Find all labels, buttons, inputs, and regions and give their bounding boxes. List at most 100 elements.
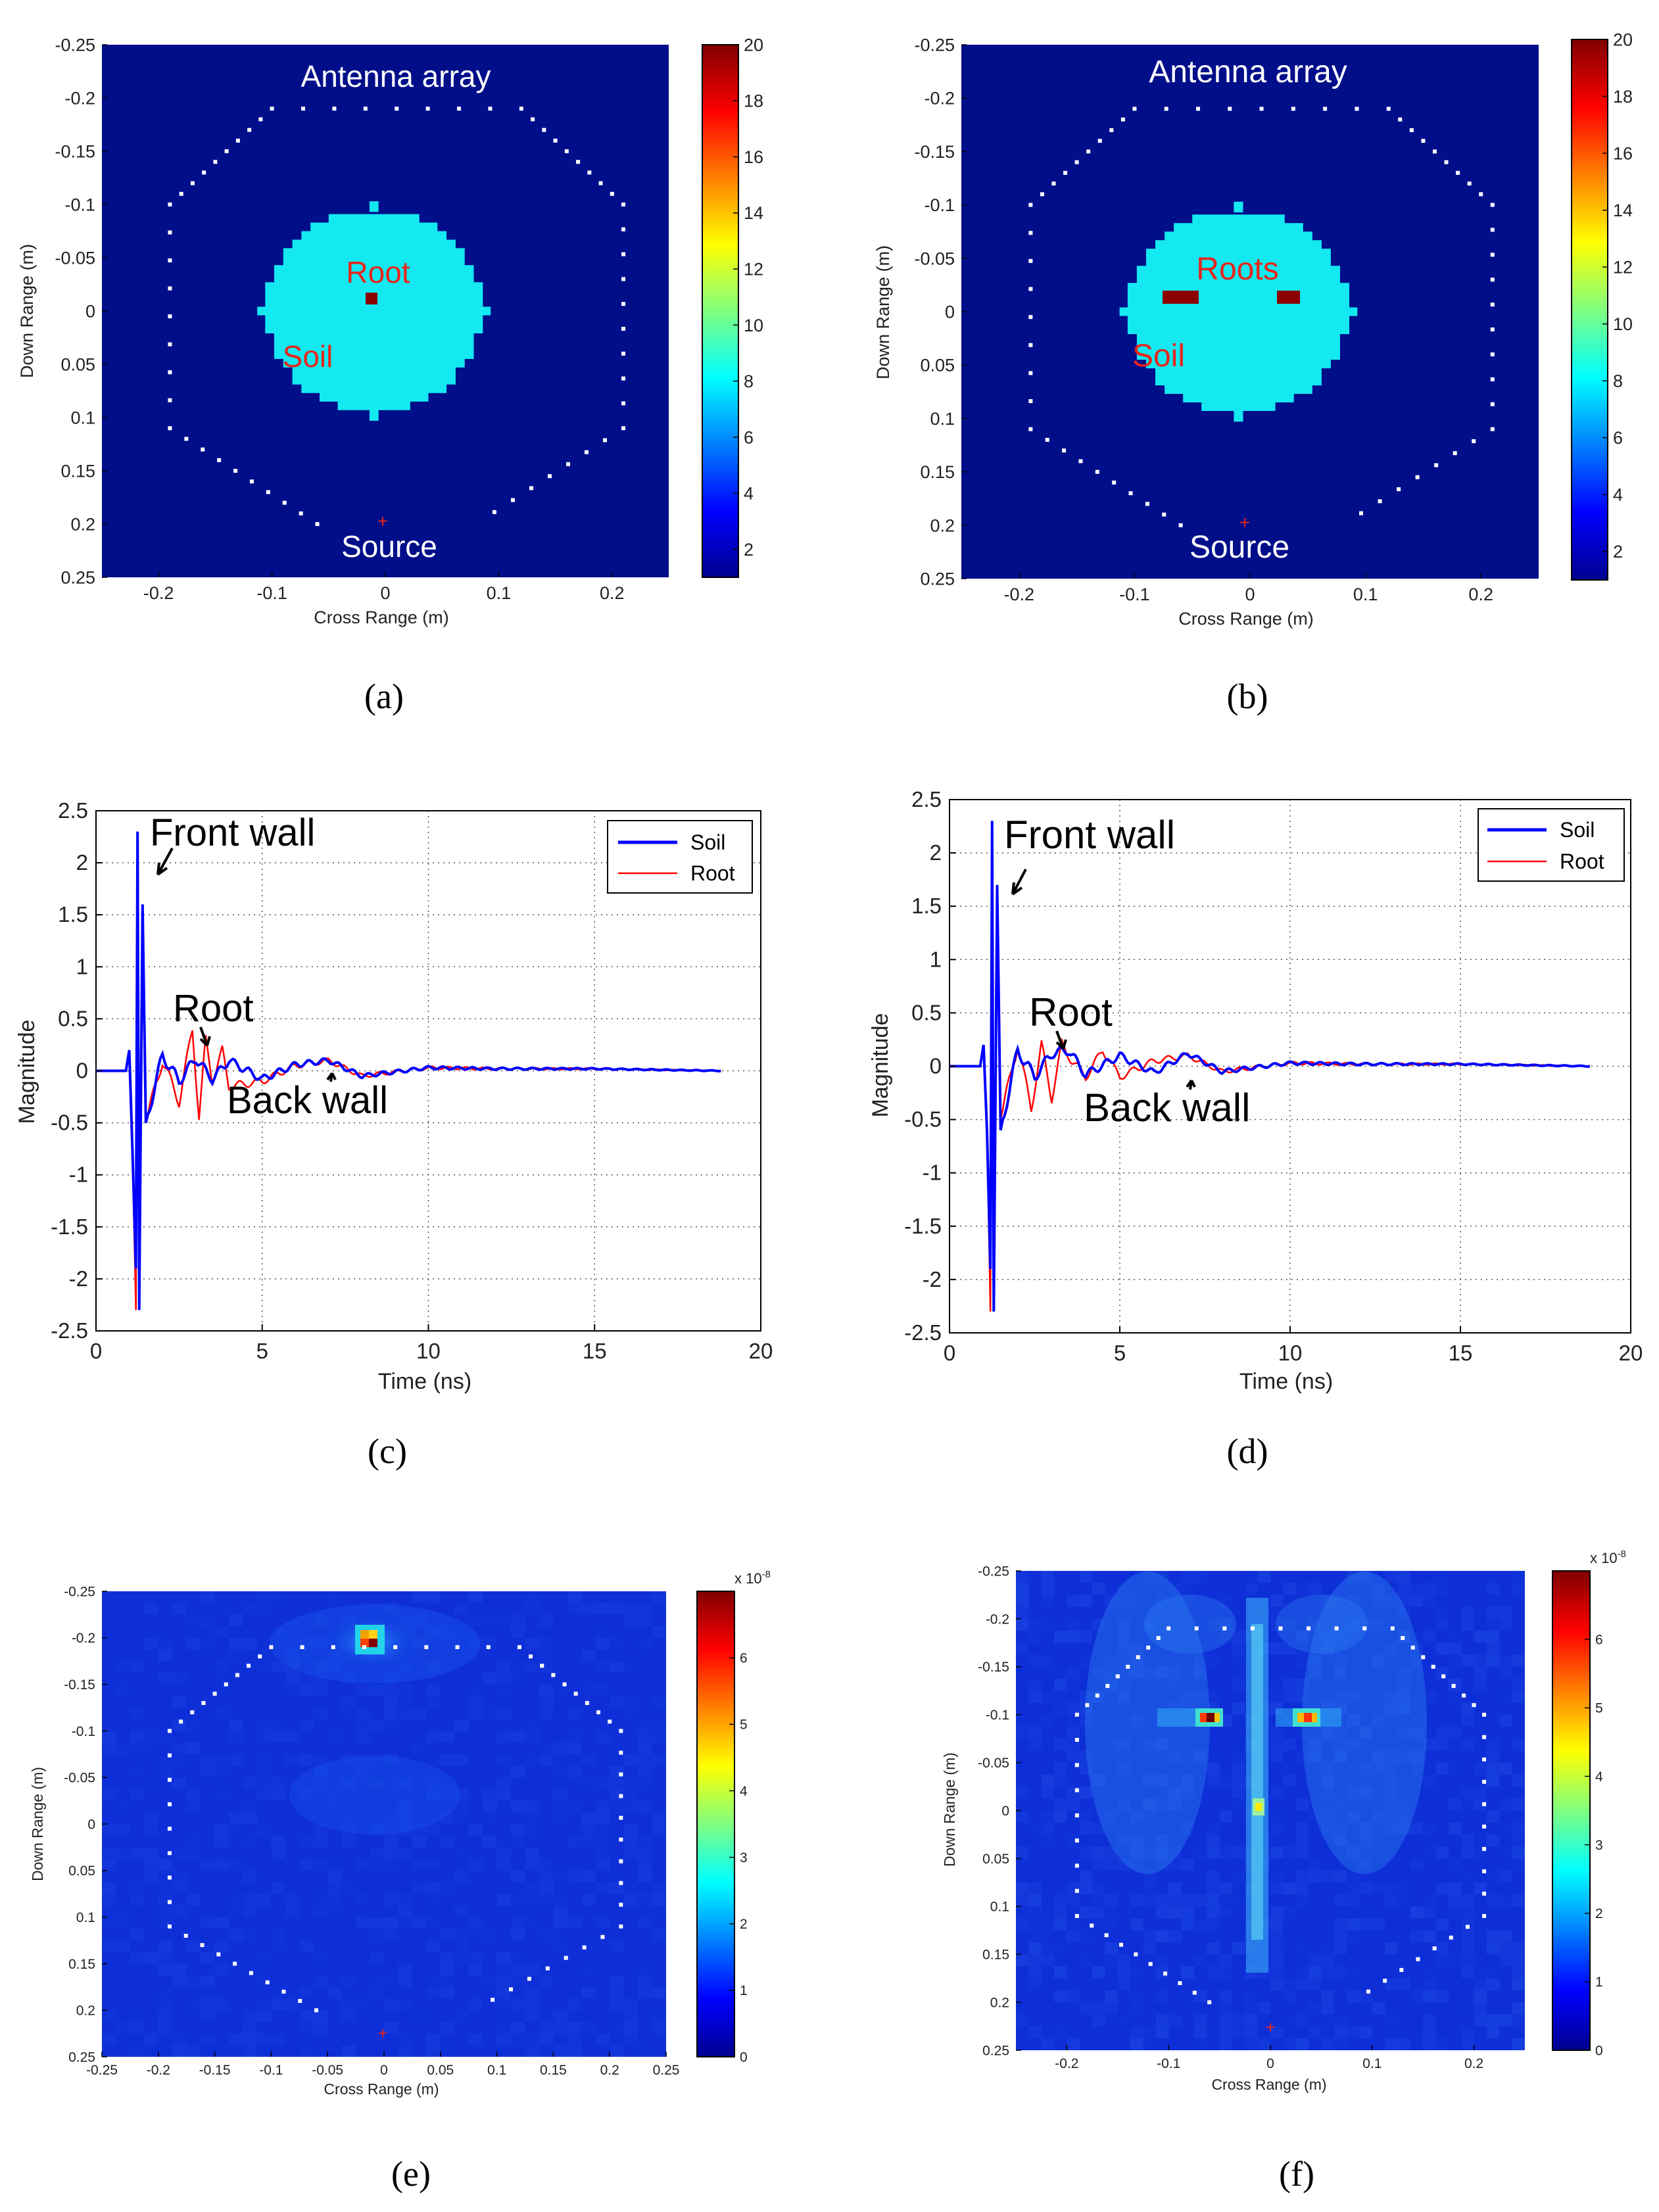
heatmap-cell [1067, 1618, 1080, 1631]
heatmap-cell [1092, 1906, 1105, 1919]
heatmap-cell [1168, 1679, 1182, 1691]
heatmap-cell [1397, 1571, 1410, 1583]
heatmap-cell [1410, 1654, 1424, 1667]
heatmap-cell [214, 1859, 229, 1871]
heatmap-cell [130, 1731, 145, 1743]
heatmap-cell [341, 1777, 356, 1789]
heatmap-cell [1499, 1798, 1512, 1811]
heatmap-cell [1295, 1583, 1309, 1595]
heatmap-cell [1309, 1726, 1322, 1739]
colorbar-tick-label: 10 [744, 316, 763, 335]
antenna-element [585, 1700, 589, 1705]
heatmap-cell [1028, 1882, 1042, 1894]
heatmap-cell [1143, 1846, 1156, 1859]
heatmap-cell [1067, 1798, 1080, 1811]
x-tick-label: 20 [749, 1339, 773, 1363]
heatmap-cell [158, 2045, 172, 2057]
heatmap-cell [1334, 1666, 1347, 1679]
heatmap-cell [1219, 1810, 1232, 1823]
legend-box [1478, 808, 1625, 882]
antenna-element [619, 1881, 623, 1885]
heatmap-cell [567, 1602, 582, 1615]
annotation-front-wall: Front wall [150, 811, 315, 854]
heatmap-cell [1295, 1966, 1309, 1979]
heatmap-cell [1028, 1679, 1042, 1691]
heatmap-cell [1309, 1583, 1322, 1595]
heatmap-cell [1016, 1846, 1029, 1859]
heatmap-cell [1372, 1583, 1385, 1595]
heatmap-cell [313, 1754, 328, 1766]
heatmap-cell [130, 2045, 145, 2057]
antenna-element [1074, 1712, 1079, 1717]
heatmap-cell [172, 1754, 187, 1766]
peak-cell [1297, 1713, 1304, 1722]
heatmap-cell [1067, 1595, 1080, 1607]
heatmap-cell [299, 1835, 314, 1848]
heatmap-cell [1117, 1762, 1131, 1775]
root-peak [355, 1625, 385, 1654]
heatmap-cell [384, 1835, 398, 1848]
heatmap-cell [610, 1975, 624, 1987]
heatmap-cell [426, 2033, 441, 2046]
antenna-element [1482, 1846, 1487, 1851]
heatmap-cell [1041, 1954, 1055, 1967]
antenna-element [619, 1902, 623, 1907]
heatmap-cell [496, 1952, 511, 1964]
heatmap-cell [1193, 1918, 1207, 1931]
heatmap-cell [1372, 1762, 1385, 1775]
heatmap-cell [172, 1870, 187, 1883]
heatmap-cell [525, 1637, 539, 1650]
heatmap-cell [511, 1626, 525, 1638]
heatmap-cell [1232, 2014, 1245, 2027]
heatmap-cell [1486, 1762, 1500, 1775]
heatmap-cell [1295, 1750, 1309, 1763]
heatmap-cell [638, 1602, 652, 1615]
heatmap-cell [1181, 1583, 1194, 1595]
heatmap-cell [1219, 1631, 1232, 1643]
antenna-element [488, 107, 493, 111]
heatmap-cell [1270, 1918, 1284, 1931]
heatmap-cell [1168, 1990, 1181, 2002]
antenna-element [1166, 1626, 1171, 1631]
arrow-root [1055, 1030, 1067, 1050]
heatmap-cell [313, 1614, 328, 1627]
heatmap-cell [1016, 1618, 1029, 1631]
peak-cell [360, 1630, 369, 1639]
x-tick-label: 0 [944, 1341, 955, 1365]
x-axis-label: Cross Range (m) [1178, 609, 1314, 629]
antenna-element [1398, 117, 1403, 122]
antenna-element [1323, 107, 1328, 111]
antenna-element [168, 314, 172, 319]
heatmap-cell [1347, 1930, 1360, 1942]
heatmap-cell [1347, 1762, 1360, 1775]
heatmap-cell [1385, 1774, 1398, 1787]
heatmap-cell [610, 1882, 624, 1894]
heatmap-cell [1385, 1942, 1398, 1955]
heatmap-cell [1016, 1643, 1029, 1655]
heatmap-cell [581, 1649, 596, 1662]
heatmap-cell [468, 1963, 483, 1976]
heatmap-cell [1270, 1811, 1283, 1823]
heatmap-cell [201, 1998, 215, 2011]
heatmap-cell [144, 1637, 158, 1650]
heatmap-cell [1359, 1822, 1372, 1835]
antenna-element [519, 107, 523, 111]
panel-a: + Antenna array Root Soil Source -0.2 -0.… [17, 35, 763, 716]
heatmap-cell [1054, 1810, 1067, 1823]
heatmap-cell [327, 1906, 341, 1917]
heatmap-cell [229, 1894, 243, 1906]
heatmap-cell [610, 1871, 623, 1883]
heatmap-cell [1117, 1787, 1131, 1799]
heatmap-cell [1041, 2038, 1055, 2050]
x-tick-label: 0.1 [487, 583, 512, 603]
heatmap-cell [214, 1766, 229, 1778]
heatmap-cell [384, 1859, 398, 1871]
heatmap-cell [327, 1986, 342, 1999]
heatmap-cell [1041, 1691, 1055, 1703]
heatmap-cell [496, 1708, 511, 1719]
heatmap-cell [638, 1963, 652, 1975]
heatmap-cell [567, 1917, 582, 1929]
heatmap-cell [1461, 2002, 1474, 2014]
heatmap-cell [595, 1847, 610, 1860]
